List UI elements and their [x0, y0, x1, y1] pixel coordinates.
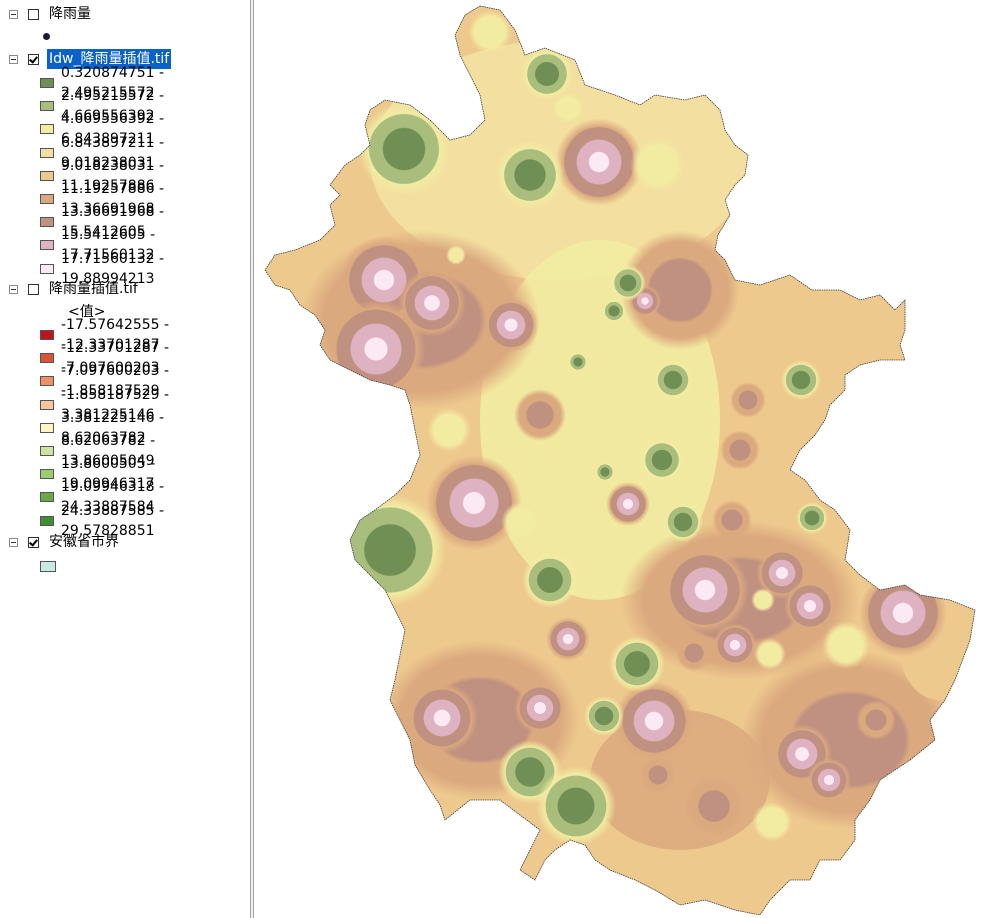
collapse-icon[interactable] — [9, 55, 18, 64]
legend-swatch — [40, 147, 54, 158]
layer-name[interactable]: 安徽省市界 — [49, 534, 119, 550]
legend-label: 9.018238031 - 11.19257886 — [61, 157, 165, 194]
layer-visibility-checkbox[interactable] — [28, 537, 39, 548]
legend-label: -12.33701287 - -7.097600203 — [61, 340, 170, 377]
layer-visibility-checkbox[interactable] — [28, 54, 39, 65]
legend-class[interactable]: 13.8600505 - 19.09946317 — [40, 456, 250, 492]
boundary-fill-swatch — [40, 561, 56, 572]
legend-swatch — [40, 446, 54, 456]
legend-label: 15.5412605 - 17.71560132 — [61, 227, 156, 264]
legend-label: 3.381225146 - 8.62063782 — [61, 409, 165, 446]
layer-name[interactable]: 降雨量插值.tif — [49, 281, 138, 297]
legend-label: -17.57642555 - -12.33701287 — [61, 317, 170, 353]
legend-class[interactable]: 3.381225146 - 8.62063782 — [40, 410, 250, 446]
legend-class[interactable]: 24.33887585 - 29.57828851 — [40, 503, 250, 539]
value-heading-label: <值> — [68, 304, 106, 320]
legend-class[interactable]: 19.09946318 - 24.33887584 — [40, 479, 250, 515]
legend-class[interactable]: 9.018238031 - 11.19257886 — [40, 158, 250, 194]
legend-class[interactable]: -1.858187529 - 3.381225146 — [40, 387, 250, 423]
legend-class[interactable]: 15.5412605 - 17.71560132 — [40, 227, 250, 263]
legend-label: 13.8600505 - 19.09946317 — [61, 456, 156, 493]
legend-swatch — [40, 376, 54, 387]
legend-swatch — [40, 101, 54, 112]
table-of-contents: 降雨量 Idw_降雨量插值.tif 0.320874751 - 2.495215… — [0, 0, 250, 918]
legend-label: 2.495215572 - 4.669556392 — [61, 88, 165, 125]
legend-swatch — [40, 124, 54, 135]
legend-class[interactable]: -7.097600203 - -1.858187529 — [40, 363, 250, 399]
legend-class[interactable]: 8.62063782 - 13.86005049 — [40, 433, 250, 469]
legend-class[interactable]: 4.669556392 - 6.843897211 — [40, 111, 250, 147]
legend-swatch — [40, 217, 54, 228]
legend-swatch — [40, 330, 54, 340]
legend-class[interactable]: 6.843897211 - 9.018238031 — [40, 135, 250, 171]
legend-label: 8.62063782 - 13.86005049 — [61, 433, 156, 469]
legend-label: 17.71560132 - 19.88994213 — [61, 250, 165, 287]
legend-class[interactable]: 2.495215572 - 4.669556392 — [40, 88, 250, 124]
legend-label: 0.320874751 - 2.495215572 — [61, 65, 165, 101]
legend-label: -1.858187529 - 3.381225146 — [61, 386, 170, 423]
layer-visibility-checkbox[interactable] — [28, 9, 39, 20]
legend-class[interactable]: 11.19257886 - 13.36691968 — [40, 181, 250, 217]
legend-swatch — [40, 194, 54, 204]
map-view[interactable] — [256, 0, 1002, 918]
legend-label: 24.33887585 - 29.57828851 — [61, 502, 165, 539]
legend-class[interactable]: 0.320874751 - 2.495215572 — [40, 65, 250, 101]
collapse-icon[interactable] — [9, 285, 18, 294]
layer-name[interactable]: Idw_降雨量插值.tif — [47, 49, 172, 69]
point-symbol-icon — [43, 33, 50, 40]
legend-label: 4.669556392 - 6.843897211 — [61, 111, 165, 148]
legend-swatch — [40, 492, 54, 503]
legend-swatch — [40, 469, 54, 480]
legend-swatch — [40, 240, 54, 251]
collapse-icon[interactable] — [9, 538, 18, 547]
raster-surface — [265, 6, 975, 915]
legend-swatch — [40, 515, 54, 526]
legend-label: -7.097600203 - -1.858187529 — [61, 363, 170, 400]
legend-label: 13.36691968 - 15.5412605 — [61, 204, 165, 241]
legend-label: 19.09946318 - 24.33887584 — [61, 479, 165, 516]
legend-class[interactable]: 13.36691968 - 15.5412605 — [40, 204, 250, 240]
legend-swatch — [40, 78, 54, 88]
collapse-icon[interactable] — [9, 10, 18, 19]
legend-class[interactable]: -12.33701287 - -7.097600203 — [40, 340, 250, 376]
legend-swatch — [40, 399, 54, 410]
idw-raster-map — [264, 5, 976, 916]
layer-visibility-checkbox[interactable] — [28, 284, 39, 295]
legend-swatch — [40, 422, 54, 433]
panel-splitter[interactable] — [250, 0, 254, 918]
legend-swatch — [40, 170, 54, 181]
layer-name[interactable]: 降雨量 — [49, 6, 91, 22]
legend-class[interactable]: -17.57642555 - -12.33701287 — [40, 317, 250, 353]
legend-class[interactable]: 17.71560132 - 19.88994213 — [40, 251, 250, 287]
legend-label: 11.19257886 - 13.36691968 — [61, 181, 165, 217]
legend-swatch — [40, 263, 54, 274]
legend-label: 6.843897211 - 9.018238031 — [61, 134, 165, 171]
value-heading: <值> — [68, 302, 105, 322]
legend-swatch — [40, 353, 54, 364]
